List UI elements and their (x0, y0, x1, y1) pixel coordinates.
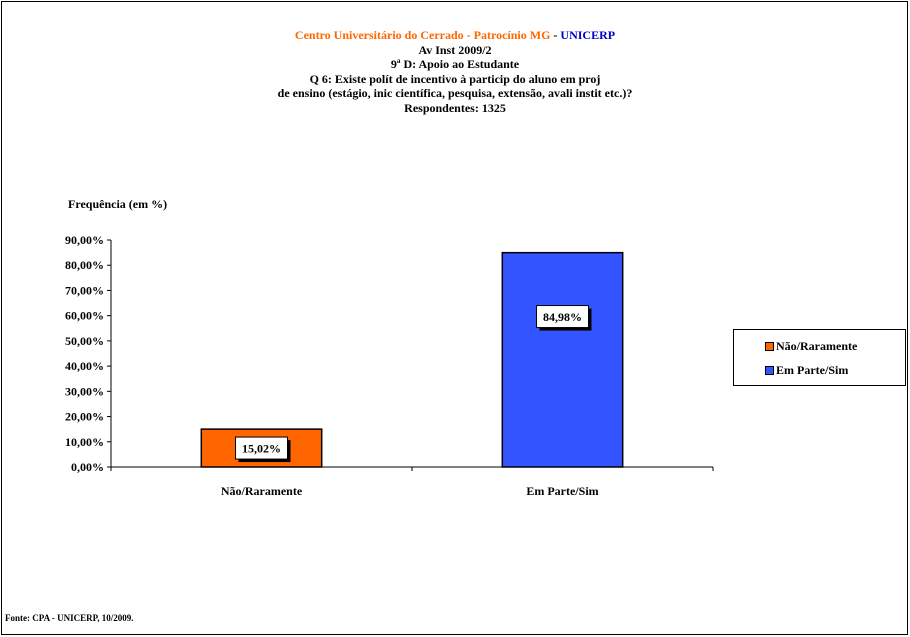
y-tick-label: 10,00% (65, 435, 104, 449)
legend-item-sim: Em Parte/Sim (765, 363, 848, 378)
data-label-box (235, 436, 288, 460)
y-tick-label: 60,00% (65, 309, 104, 323)
data-label-box (536, 305, 589, 329)
y-tick-label: 70,00% (65, 283, 104, 297)
legend-swatch-sim (765, 366, 774, 375)
title-line-4: Q 6: Existe polít de incentivo à partici… (309, 71, 601, 86)
plot-area: 0,00% 10,00% 20,00% 30,00% 40,00% 50,00% 60,00… (65, 233, 714, 498)
y-tick-label: 90,00% (65, 233, 104, 247)
y-tick-label: 40,00% (65, 359, 104, 373)
x-tick-label: Em Parte/Sim (526, 484, 598, 498)
y-tick-label: 20,00% (65, 410, 104, 424)
legend-item-nao: Não/Raramente (765, 339, 857, 354)
title-line-1: Centro Universitário do Cerrado - Patroc… (0, 28, 910, 43)
bar-1 (501, 251, 624, 468)
data-label: 84,98% (543, 310, 582, 324)
legend-label-nao: Não/Raramente (776, 339, 858, 353)
institution-name: Centro Universitário do Cerrado - Patroc… (294, 28, 551, 42)
title-line-3: 9ª D: Apoio ao Estudante (390, 57, 520, 72)
data-label: 15,02% (242, 442, 281, 456)
title-line-6: Respondentes: 1325 (404, 100, 506, 115)
title-separator: - (550, 28, 561, 42)
title-line-5: de ensino (estágio, inic científica, pes… (277, 86, 633, 101)
source-note: Fonte: CPA - UNICERP, 10/2009. (5, 613, 134, 623)
x-tick-label: Não/Raramente (221, 484, 303, 498)
y-tick-label: 0,00% (71, 460, 104, 474)
brand-name: UNICERP (560, 28, 616, 42)
y-tick-label: 50,00% (65, 334, 104, 348)
title-line-2: Av Inst 2009/2 (418, 42, 492, 57)
legend: Não/Raramente Em Parte/Sim (733, 329, 906, 386)
legend-swatch-nao (765, 342, 774, 351)
y-tick-label: 80,00% (65, 258, 104, 272)
legend-label-sim: Em Parte/Sim (776, 363, 849, 377)
chart-title-block: Centro Universitário do Cerrado - Patroc… (0, 28, 910, 116)
y-axis-label: Frequência (em %) (68, 197, 167, 211)
y-tick-label: 30,00% (65, 384, 104, 398)
